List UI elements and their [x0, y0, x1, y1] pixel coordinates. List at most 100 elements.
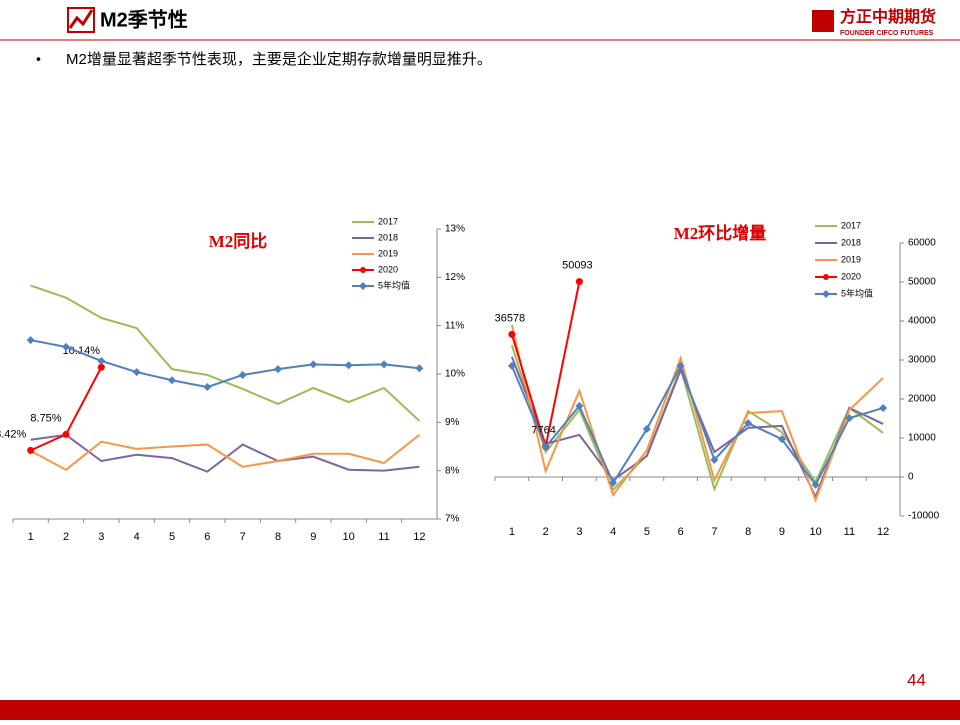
x-tick-label: 12: [413, 531, 425, 543]
marker: [203, 383, 212, 392]
data-label: 36578: [495, 312, 526, 324]
y-tick-label: 20000: [908, 394, 936, 405]
x-tick-label: 4: [134, 531, 140, 543]
legend-label: 2018: [378, 232, 398, 242]
marker: [415, 364, 424, 373]
y-tick-label: 30000: [908, 355, 936, 366]
data-label: 8.42%: [0, 428, 26, 440]
marker: [26, 336, 35, 345]
legend-label: 5年均值: [841, 287, 873, 298]
data-label: 7764: [531, 425, 555, 437]
marker: [710, 455, 719, 464]
marker: [274, 365, 282, 374]
x-tick-label: 10: [810, 526, 822, 538]
y-tick-label: 10%: [445, 369, 465, 380]
marker: [609, 478, 618, 487]
x-tick-label: 3: [576, 526, 582, 538]
marker: [879, 403, 888, 412]
x-tick-label: 9: [310, 531, 316, 543]
legend-label: 2017: [378, 216, 398, 226]
x-tick-label: 12: [877, 526, 889, 538]
marker: [97, 363, 105, 371]
y-tick-label: 11%: [445, 320, 464, 331]
data-label: 10.14%: [63, 345, 101, 357]
legend-label: 2019: [378, 248, 398, 258]
legend-marker: [823, 274, 829, 280]
marker: [575, 402, 584, 411]
marker: [507, 361, 516, 370]
x-tick-label: 11: [378, 531, 389, 543]
series-line: [510, 344, 884, 493]
marker: [676, 361, 685, 370]
marker: [168, 376, 176, 385]
marker: [238, 370, 247, 379]
x-tick-label: 8: [275, 531, 281, 543]
marker: [508, 330, 516, 338]
data-label: 50093: [562, 260, 593, 272]
bullet-text: M2增量显著超季节性表现，主要是企业定期存款增量明显推升。: [66, 50, 492, 68]
title-icon: [67, 7, 95, 33]
bullet-dot: •: [36, 51, 41, 67]
legend-marker: [360, 267, 366, 273]
legend-label: 2017: [841, 220, 861, 230]
x-tick-label: 3: [98, 531, 104, 543]
legend-label: 2020: [841, 271, 861, 281]
y-tick-label: 8%: [445, 465, 460, 476]
x-tick-label: 7: [240, 531, 246, 543]
footer-band: [0, 700, 960, 720]
y-tick-label: 13%: [445, 224, 465, 235]
y-tick-label: 40000: [908, 316, 936, 327]
series-line: [30, 434, 420, 471]
marker: [541, 442, 550, 451]
x-tick-label: 8: [745, 526, 751, 538]
x-tick-label: 5: [169, 531, 175, 543]
legend-label: 2018: [841, 237, 861, 247]
marker: [777, 435, 786, 444]
x-tick-label: 7: [711, 526, 717, 538]
logo-text: 方正中期期货: [840, 7, 936, 26]
y-tick-label: 10000: [908, 433, 936, 444]
marker: [380, 360, 388, 369]
y-tick-label: 50000: [908, 277, 936, 288]
y-tick-label: 7%: [445, 514, 460, 525]
y-tick-label: 9%: [445, 417, 460, 428]
marker: [811, 480, 820, 489]
slide-title: M2季节性: [100, 7, 188, 31]
series-line: [30, 433, 420, 473]
y-tick-label: 0: [908, 472, 914, 483]
x-tick-label: 5: [644, 526, 650, 538]
x-tick-label: 2: [63, 531, 69, 543]
legend-marker: [822, 290, 830, 298]
legend-label: 2019: [841, 254, 861, 264]
marker: [62, 430, 70, 438]
marker: [97, 356, 106, 365]
chart-title: M2同比: [209, 231, 268, 251]
x-tick-label: 6: [678, 526, 684, 538]
y-tick-label: 12%: [445, 272, 465, 283]
chart-title: M2环比增量: [674, 223, 767, 243]
y-tick-label: -10000: [908, 511, 940, 522]
legend-label: 2020: [378, 264, 398, 274]
marker: [845, 414, 854, 423]
legend-label: 5年均值: [378, 279, 410, 290]
page-number: 44: [907, 670, 926, 689]
x-tick-label: 1: [28, 531, 34, 543]
x-tick-label: 9: [779, 526, 785, 538]
marker: [575, 278, 583, 286]
legend-marker: [359, 282, 367, 290]
series-line: [30, 339, 420, 389]
marker: [62, 342, 70, 351]
x-tick-label: 10: [343, 531, 355, 543]
x-tick-label: 2: [543, 526, 549, 538]
series-line: [510, 363, 884, 487]
series-line: [510, 324, 884, 503]
y-tick-label: 60000: [908, 238, 936, 249]
data-label: 8.75%: [30, 412, 61, 424]
marker: [744, 419, 753, 428]
x-tick-label: 6: [204, 531, 210, 543]
x-tick-label: 11: [844, 526, 855, 538]
logo-icon: [812, 10, 834, 32]
marker: [344, 361, 353, 370]
